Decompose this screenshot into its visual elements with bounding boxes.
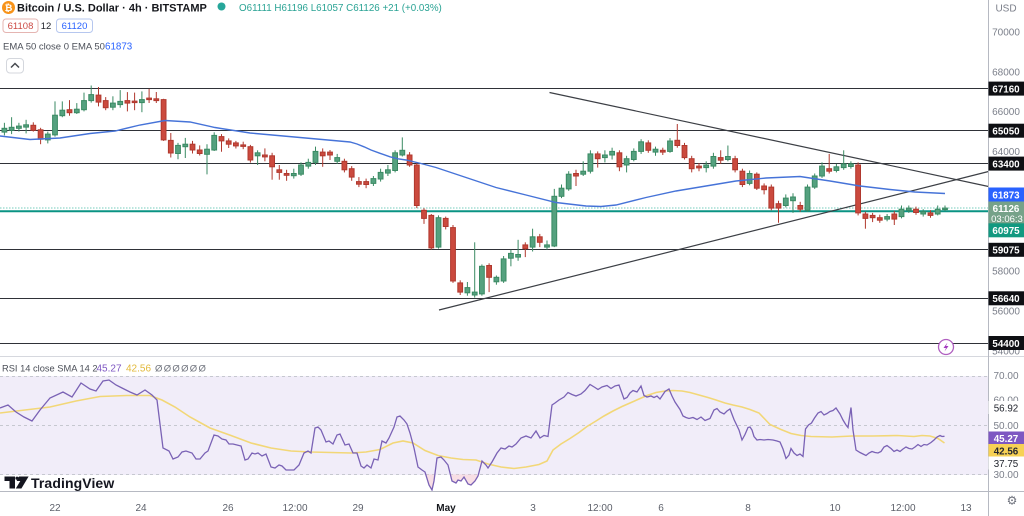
svg-text:13: 13 [960,503,972,514]
svg-text:56.92: 56.92 [994,403,1019,414]
svg-text:Ø: Ø [199,364,207,375]
svg-text:56640: 56640 [992,294,1020,305]
svg-text:12:00: 12:00 [890,503,915,514]
svg-text:54000: 54000 [992,347,1020,358]
svg-text:50.00: 50.00 [993,421,1018,432]
svg-text:Bitcoin / U.S. Dollar · 4h · B: Bitcoin / U.S. Dollar · 4h · BITSTAMP [17,3,207,15]
svg-text:61120: 61120 [62,21,88,32]
svg-text:22: 22 [49,503,61,514]
svg-text:8: 8 [745,503,751,514]
svg-text:EMA 50 close 0 EMA 50: EMA 50 close 0 EMA 50 [3,42,105,53]
svg-text:45.27: 45.27 [994,434,1019,445]
svg-text:12:00: 12:00 [587,503,612,514]
svg-text:6: 6 [658,503,664,514]
svg-text:61126: 61126 [993,204,1020,215]
svg-text:37.75: 37.75 [994,459,1019,470]
svg-text:O61111 H61196 L61057 C61126 +2: O61111 H61196 L61057 C61126 +21 (+0.03%) [239,3,442,14]
svg-text:56000: 56000 [992,307,1020,318]
svg-text:USD: USD [995,4,1016,15]
svg-text:42.56: 42.56 [126,364,151,375]
svg-text:26: 26 [222,503,234,514]
svg-text:May: May [436,503,456,514]
svg-text:64000: 64000 [992,147,1020,158]
svg-text:65050: 65050 [992,127,1020,138]
svg-text:70.00: 70.00 [993,371,1018,382]
svg-text:12: 12 [41,21,52,32]
svg-text:RSI 14 close SMA 14 2: RSI 14 close SMA 14 2 [2,364,98,374]
svg-text:Ø: Ø [164,364,172,375]
svg-text:₿: ₿ [5,3,13,14]
svg-text:61873: 61873 [992,190,1020,201]
svg-text:Ø: Ø [155,364,163,375]
svg-text:68000: 68000 [992,67,1020,78]
svg-text:Ø: Ø [190,364,198,375]
svg-text:03:06:3: 03:06:3 [991,214,1023,225]
svg-text:67160: 67160 [992,85,1020,96]
svg-text:45.27: 45.27 [97,364,122,375]
svg-text:3: 3 [530,503,536,514]
svg-text:58000: 58000 [992,267,1020,278]
svg-text:12:00: 12:00 [282,503,307,514]
svg-text:⚙: ⚙ [1007,494,1018,508]
svg-text:61873: 61873 [105,42,133,53]
svg-text:54400: 54400 [992,339,1020,350]
svg-text:10: 10 [829,503,841,514]
svg-text:Ø: Ø [181,364,189,375]
svg-text:Ø: Ø [172,364,180,375]
svg-text:24: 24 [135,503,147,514]
svg-text:70000: 70000 [992,28,1020,39]
svg-text:42.56: 42.56 [994,446,1019,457]
svg-text:29: 29 [352,503,364,514]
svg-text:63400: 63400 [992,160,1020,171]
svg-text:TradingView: TradingView [31,475,114,491]
svg-text:59075: 59075 [992,246,1020,257]
svg-text:30.00: 30.00 [993,470,1018,481]
svg-text:60975: 60975 [992,226,1020,237]
svg-text:61108: 61108 [8,21,34,32]
svg-text:66000: 66000 [992,107,1020,118]
